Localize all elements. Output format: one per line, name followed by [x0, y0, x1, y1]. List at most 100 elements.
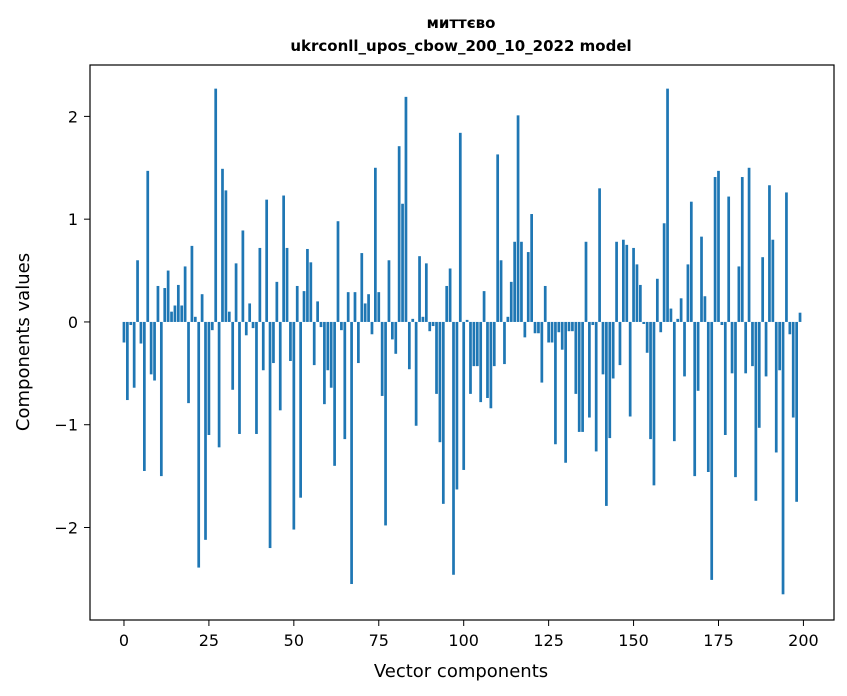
bar-component-60 [326, 321, 330, 371]
bar-component-76 [380, 321, 384, 396]
bar-component-163 [676, 318, 680, 322]
bar-component-121 [533, 321, 537, 334]
bar-component-184 [747, 167, 751, 322]
bar-component-196 [788, 321, 792, 335]
bar-component-178 [727, 196, 731, 322]
bar-component-101 [465, 319, 469, 322]
bar-component-70 [360, 253, 364, 322]
bar-component-64 [340, 321, 343, 331]
bar-component-166 [686, 264, 690, 322]
bar-component-175 [717, 170, 720, 322]
bar-component-131 [567, 321, 571, 332]
y-tick-label--2: −2 [54, 519, 78, 538]
plot-frame [89, 64, 835, 621]
bar-component-153 [642, 321, 646, 324]
bar-component-44 [272, 321, 275, 364]
bar-component-155 [649, 321, 652, 440]
bar-component-95 [445, 285, 449, 322]
bar-component-13 [166, 270, 170, 322]
bar-component-154 [645, 321, 649, 353]
bar-component-21 [193, 316, 197, 322]
bar-component-75 [377, 292, 381, 322]
bar-component-67 [350, 321, 353, 585]
bar-component-190 [768, 185, 771, 322]
bar-component-7 [146, 170, 150, 322]
bar-component-127 [554, 321, 557, 445]
bar-component-63 [336, 221, 340, 322]
bar-component-133 [574, 321, 578, 394]
bar-component-107 [486, 321, 489, 398]
bar-component-106 [482, 291, 486, 322]
bar-component-136 [584, 241, 588, 322]
x-tick-label-50: 50 [284, 631, 304, 650]
bar-component-87 [418, 256, 421, 322]
bar-component-62 [333, 321, 336, 466]
bar-component-24 [204, 321, 207, 540]
bar-component-20 [190, 245, 194, 322]
bar-component-140 [598, 188, 601, 322]
bar-component-186 [754, 321, 758, 501]
bar-component-30 [224, 190, 228, 322]
bar-component-11 [159, 321, 163, 477]
bar-component-114 [509, 281, 513, 322]
bar-component-55 [309, 262, 313, 322]
bar-component-120 [530, 214, 533, 322]
bar-component-38 [251, 321, 255, 329]
bar-component-197 [791, 321, 795, 418]
bar-component-199 [798, 312, 802, 322]
bar-component-122 [537, 321, 540, 334]
bar-component-171 [703, 296, 707, 322]
bar-component-159 [662, 223, 666, 322]
bar-component-157 [655, 278, 659, 322]
bar-component-103 [472, 321, 476, 367]
bar-component-198 [795, 321, 798, 502]
bar-component-189 [764, 321, 768, 377]
bar-component-81 [397, 146, 401, 322]
x-tick-label-25: 25 [199, 631, 219, 650]
bar-component-83 [404, 96, 408, 322]
bar-component-187 [757, 321, 761, 428]
x-tick-label-150: 150 [618, 631, 649, 650]
bar-component-46 [278, 321, 282, 411]
bar-component-66 [346, 292, 350, 322]
x-tick-label-175: 175 [703, 631, 734, 650]
bar-component-61 [329, 321, 333, 388]
bar-component-59 [323, 321, 326, 405]
bar-component-148 [625, 244, 629, 322]
x-tick-label-125: 125 [533, 631, 564, 650]
y-tick-label--1: −1 [54, 416, 78, 435]
bar-component-39 [255, 321, 258, 434]
bar-component-98 [455, 321, 459, 490]
bar-component-179 [730, 321, 734, 374]
bar-component-105 [479, 321, 483, 403]
bar-component-145 [615, 241, 618, 322]
bar-component-49 [289, 321, 292, 361]
bar-component-3 [132, 321, 136, 388]
bar-component-23 [200, 294, 204, 322]
bar-component-150 [632, 247, 635, 322]
bar-component-18 [183, 266, 187, 322]
bar-component-117 [520, 241, 523, 322]
bar-component-51 [295, 285, 299, 322]
bar-component-170 [700, 236, 703, 322]
bar-component-111 [499, 260, 503, 322]
bar-component-57 [316, 301, 319, 322]
chart-title-line-2: ukrconll_upos_cbow_200_10_2022 model [290, 37, 631, 55]
bar-component-48 [285, 247, 289, 322]
bar-component-74 [374, 167, 377, 322]
bar-component-88 [421, 316, 425, 322]
bar-component-47 [282, 195, 285, 322]
bar-component-162 [672, 321, 676, 442]
y-tick-label-1: 1 [68, 210, 78, 229]
x-axis-ticks: 0 25 50 75 100 125 150 175 200 [119, 620, 819, 650]
bar-component-164 [679, 298, 683, 322]
bar-component-35 [241, 230, 245, 322]
bar-component-54 [306, 248, 309, 322]
bar-component-132 [571, 321, 574, 332]
bar-component-181 [737, 266, 741, 322]
bar-component-188 [761, 257, 765, 322]
bar-component-167 [689, 201, 693, 322]
bar-component-36 [244, 321, 248, 336]
bar-component-28 [217, 321, 221, 448]
bar-component-165 [683, 321, 686, 377]
